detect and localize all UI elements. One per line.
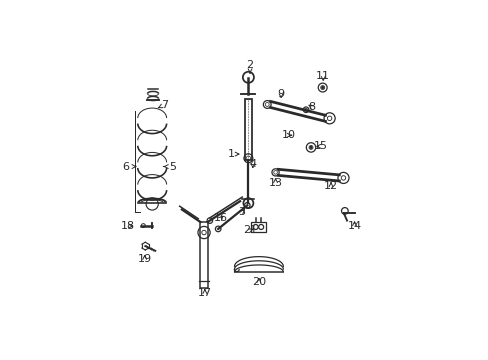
Text: 15: 15 (314, 141, 327, 151)
Text: 12: 12 (323, 181, 337, 191)
Text: 7: 7 (158, 100, 168, 110)
Text: 2: 2 (246, 60, 253, 73)
Text: 20: 20 (251, 277, 265, 287)
Text: 8: 8 (307, 102, 314, 112)
Text: 4: 4 (249, 159, 256, 169)
Text: 9: 9 (277, 89, 284, 99)
Text: 11: 11 (316, 71, 329, 81)
Bar (244, 99, 252, 159)
Text: 10: 10 (281, 130, 295, 140)
Text: 6: 6 (122, 162, 136, 172)
Circle shape (309, 147, 311, 148)
Text: 17: 17 (198, 288, 211, 298)
Bar (200, 222, 207, 288)
Text: 18: 18 (121, 221, 135, 231)
Text: 13: 13 (268, 177, 282, 188)
Text: 19: 19 (138, 255, 151, 264)
Text: 5: 5 (163, 162, 176, 172)
Circle shape (321, 87, 323, 89)
Text: 1: 1 (227, 149, 239, 159)
Text: 21: 21 (243, 225, 257, 235)
Bar (250, 222, 265, 232)
Text: 14: 14 (347, 221, 361, 231)
Text: 16: 16 (213, 213, 227, 224)
Text: 3: 3 (238, 207, 245, 217)
